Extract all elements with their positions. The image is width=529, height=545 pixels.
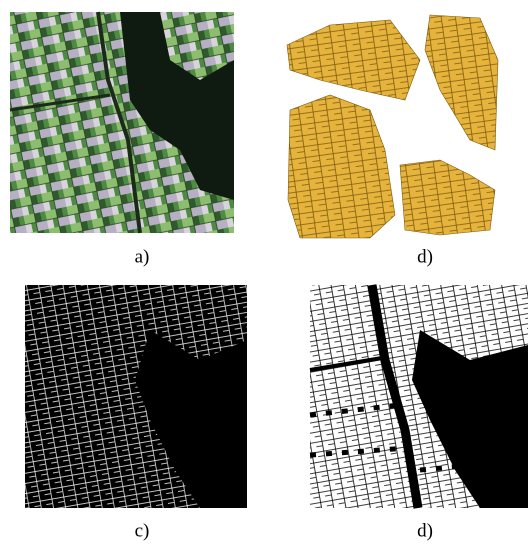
page: a) d) c) d) (() => { const data = JSON.p… [0,0,529,545]
segmentation-map [310,285,528,508]
parcels [400,160,495,235]
parcels [425,15,498,150]
parcels [288,95,395,238]
caption: d) [417,520,433,541]
caption: a) [135,246,150,267]
parcels [287,20,420,100]
boundary-map [25,285,247,508]
satellite-image [10,12,234,233]
parcel-map [287,15,498,238]
caption: c) [135,520,150,541]
caption: d) [417,246,433,267]
figure: a) d) c) d) [0,0,529,545]
